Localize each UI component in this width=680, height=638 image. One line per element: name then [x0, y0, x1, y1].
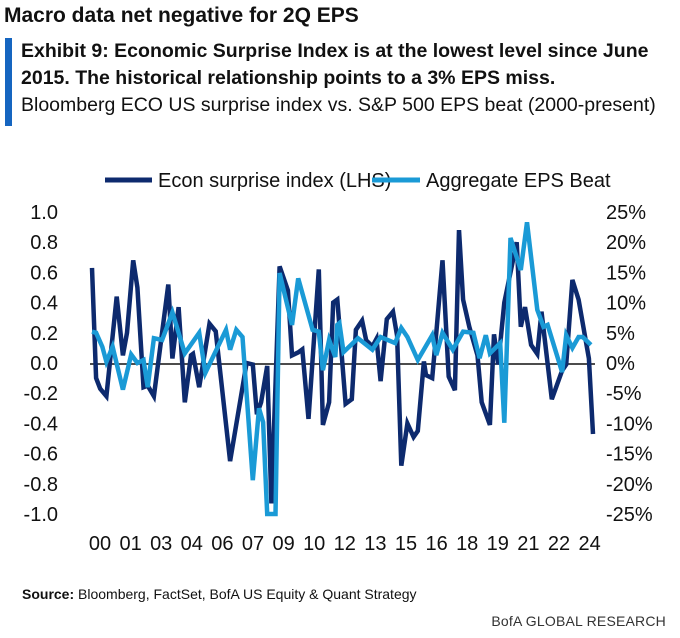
- x-tick-label: 06: [211, 533, 233, 555]
- legend: Econ surprise index (LHS) Aggregate EPS …: [105, 170, 611, 192]
- y-left-tick-label: -0.4: [24, 413, 58, 435]
- x-tick-label: 01: [119, 533, 141, 555]
- y-left-tick-label: -1.0: [24, 504, 58, 526]
- x-tick-label: 04: [181, 533, 203, 555]
- chart-subtitle: Bloomberg ECO US surprise index vs. S&P …: [21, 94, 656, 116]
- accent-bar: [5, 38, 12, 126]
- x-tick-label: 12: [334, 533, 356, 555]
- legend-label-econ: Econ surprise index (LHS): [158, 170, 391, 192]
- y-right-tick-label: -10%: [606, 413, 653, 435]
- series-econ-surprise-line: [89, 229, 596, 504]
- y-left-tick-label: 0.6: [30, 262, 58, 284]
- y-left-tick-label: -0.6: [24, 444, 58, 466]
- y-right-tick-label: 0%: [606, 353, 635, 375]
- x-tick-label: 03: [150, 533, 172, 555]
- y-left-tick-label: 0.2: [30, 323, 58, 345]
- y-right-tick-label: -20%: [606, 474, 653, 496]
- x-tick-label: 19: [487, 533, 509, 555]
- y-left-tick-label: 0.8: [30, 232, 58, 254]
- source-label: Source:: [22, 586, 75, 602]
- y-left-tick-label: 0.4: [30, 293, 58, 315]
- exhibit-title: Exhibit 9: Economic Surprise Index is at…: [21, 40, 649, 89]
- y-left-tick-label: -0.8: [24, 474, 58, 496]
- x-tick-label: 09: [272, 533, 294, 555]
- x-tick-label: 16: [425, 533, 447, 555]
- x-tick-label: 22: [548, 533, 570, 555]
- x-tick-label: 18: [456, 533, 478, 555]
- y-right-tick-label: 20%: [606, 232, 646, 254]
- x-tick-label: 00: [89, 533, 111, 555]
- y-right-tick-label: 5%: [606, 323, 635, 345]
- x-tick-label: 21: [517, 533, 539, 555]
- y-left-tick-label: -0.2: [24, 383, 58, 405]
- series-eps-beat-line: [91, 222, 593, 517]
- y-right-tick-label: 25%: [606, 202, 646, 224]
- y-right-tick-label: -25%: [606, 504, 653, 526]
- legend-label-eps: Aggregate EPS Beat: [426, 170, 611, 192]
- source-note: Source: Bloomberg, FactSet, BofA US Equi…: [22, 586, 417, 602]
- x-tick-label: 15: [395, 533, 417, 555]
- y-left-tick-label: 1.0: [30, 202, 58, 224]
- y-right-tick-label: 10%: [606, 293, 646, 315]
- y-left-tick-label: 0.0: [30, 353, 58, 375]
- y-right-tick-label: 15%: [606, 262, 646, 284]
- brand-footer: BofA GLOBAL RESEARCH: [491, 613, 666, 629]
- x-tick-label: 13: [364, 533, 386, 555]
- x-tick-label: 07: [242, 533, 264, 555]
- y-right-tick-label: -5%: [606, 383, 642, 405]
- x-tick-label: 10: [303, 533, 325, 555]
- page-title: Macro data net negative for 2Q EPS: [4, 4, 359, 27]
- source-text: Bloomberg, FactSet, BofA US Equity & Qua…: [74, 586, 417, 602]
- y-right-tick-label: -15%: [606, 444, 653, 466]
- x-tick-label: 24: [578, 533, 600, 555]
